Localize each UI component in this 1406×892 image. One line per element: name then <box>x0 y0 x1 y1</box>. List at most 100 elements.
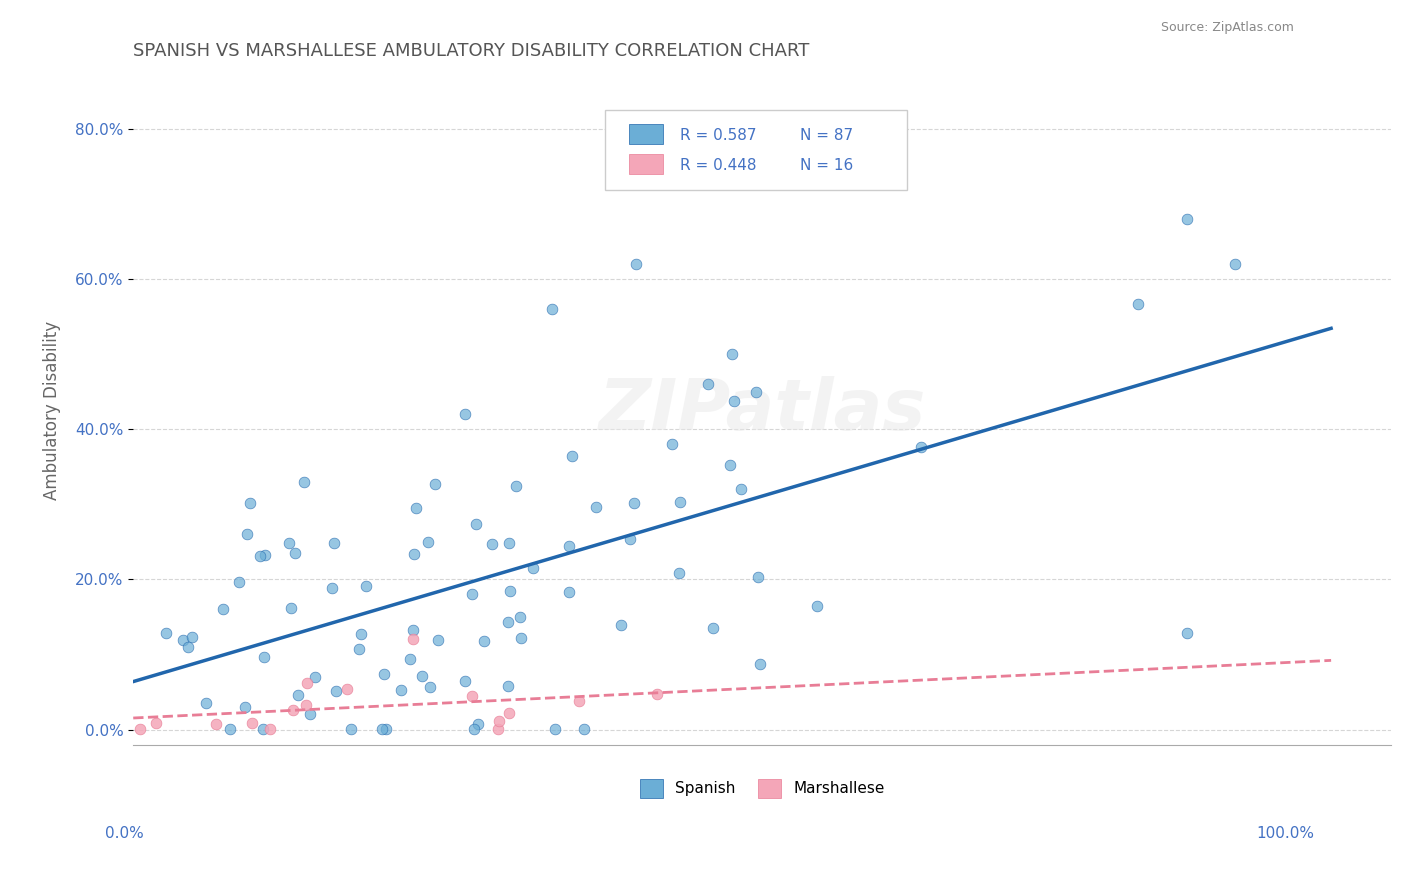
Point <box>375 722 398 736</box>
Point <box>347 642 370 657</box>
Point <box>510 631 533 645</box>
Point <box>281 703 304 717</box>
Point <box>718 458 741 473</box>
Point <box>668 566 690 580</box>
Point <box>354 579 377 593</box>
Point <box>249 549 271 564</box>
Point <box>505 479 527 493</box>
Text: R = 0.587: R = 0.587 <box>681 128 756 143</box>
Point <box>1175 626 1198 640</box>
Point <box>236 527 259 541</box>
Point <box>1175 212 1198 227</box>
Point <box>697 377 720 392</box>
Point <box>128 722 150 736</box>
Point <box>486 722 509 736</box>
Point <box>1225 257 1247 271</box>
Point <box>180 630 202 644</box>
Point <box>172 632 194 647</box>
Point <box>498 535 520 549</box>
Point <box>411 669 433 683</box>
Point <box>806 599 828 613</box>
Point <box>155 626 177 640</box>
Point <box>498 679 520 693</box>
Point <box>661 437 683 451</box>
Point <box>425 477 447 491</box>
Text: N = 87: N = 87 <box>800 128 853 143</box>
Text: ZIPatlas: ZIPatlas <box>599 376 925 445</box>
Point <box>253 548 276 562</box>
Point <box>645 687 668 701</box>
Point <box>402 547 425 561</box>
Point <box>298 706 321 721</box>
Point <box>910 440 932 454</box>
Text: 0.0%: 0.0% <box>105 827 145 841</box>
Point <box>1128 297 1150 311</box>
Point <box>240 715 263 730</box>
Point <box>721 347 744 361</box>
Point <box>522 561 544 575</box>
Point <box>668 494 690 508</box>
Point <box>488 714 510 728</box>
Point <box>558 584 581 599</box>
FancyBboxPatch shape <box>605 110 907 190</box>
Point <box>747 569 769 583</box>
Point <box>499 584 522 599</box>
Point <box>454 673 477 688</box>
Point <box>623 496 645 510</box>
Point <box>568 694 591 708</box>
Point <box>339 722 361 736</box>
Point <box>544 722 567 736</box>
Text: R = 0.448: R = 0.448 <box>681 158 756 173</box>
FancyBboxPatch shape <box>628 124 662 145</box>
Point <box>252 722 274 736</box>
Point <box>585 500 607 514</box>
Point <box>461 689 484 703</box>
Point <box>321 582 343 596</box>
Point <box>402 623 425 637</box>
Point <box>610 618 633 632</box>
Point <box>702 621 724 635</box>
Point <box>278 536 301 550</box>
Point <box>496 615 519 629</box>
Point <box>304 669 326 683</box>
Point <box>294 698 316 712</box>
Point <box>350 627 373 641</box>
Point <box>233 699 256 714</box>
Point <box>389 683 412 698</box>
Point <box>626 257 648 271</box>
Point <box>453 408 475 422</box>
Point <box>322 536 344 550</box>
Text: Source: ZipAtlas.com: Source: ZipAtlas.com <box>1160 21 1294 34</box>
Point <box>558 539 581 553</box>
Point <box>205 716 228 731</box>
Point <box>325 683 347 698</box>
Point <box>509 610 531 624</box>
Y-axis label: Ambulatory Disability: Ambulatory Disability <box>44 321 60 500</box>
Point <box>426 632 449 647</box>
Point <box>745 384 768 399</box>
Text: N = 16: N = 16 <box>800 158 853 173</box>
Point <box>287 688 309 702</box>
Point <box>541 302 564 317</box>
Point <box>239 496 262 510</box>
Point <box>405 500 427 515</box>
Point <box>371 722 394 736</box>
Point <box>619 532 641 546</box>
Legend: Spanish, Marshallese: Spanish, Marshallese <box>634 772 890 804</box>
Point <box>280 600 302 615</box>
Point <box>253 650 276 665</box>
Point <box>730 483 752 497</box>
Point <box>228 574 250 589</box>
Point <box>212 602 235 616</box>
Point <box>465 516 488 531</box>
Point <box>561 449 583 463</box>
Point <box>292 475 315 490</box>
Point <box>416 535 439 549</box>
Point <box>498 706 520 720</box>
Point <box>749 657 772 672</box>
Point <box>419 680 441 694</box>
Point <box>574 722 596 736</box>
Point <box>399 652 422 666</box>
Point <box>195 696 218 710</box>
Text: SPANISH VS MARSHALLESE AMBULATORY DISABILITY CORRELATION CHART: SPANISH VS MARSHALLESE AMBULATORY DISABI… <box>134 42 810 60</box>
